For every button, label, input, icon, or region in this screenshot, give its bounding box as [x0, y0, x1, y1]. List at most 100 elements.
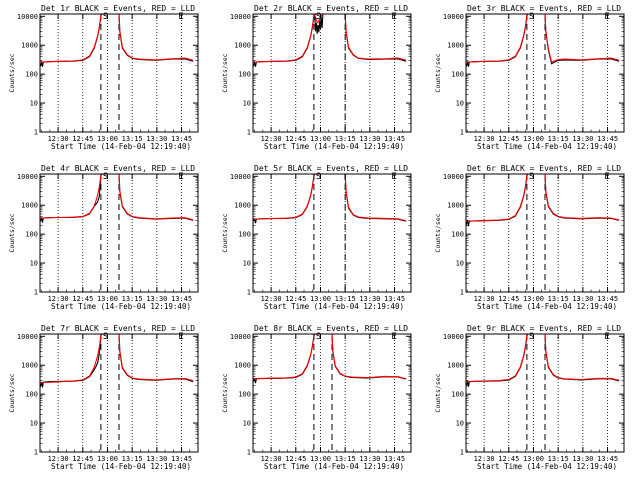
marker-label-s: S — [316, 12, 321, 22]
x-tick-label: 13:00 — [523, 455, 544, 463]
marker-label-s: S — [529, 172, 534, 182]
x-tick-label: 12:30 — [474, 295, 495, 303]
y-tick-label: 10 — [243, 420, 251, 428]
series-line-lld — [40, 14, 194, 63]
y-tick-label: 100 — [25, 71, 38, 79]
plot-frame — [465, 333, 625, 453]
y-tick-label: 1 — [34, 449, 38, 457]
y-tick-label: 10 — [30, 420, 38, 428]
y-tick-label: 10000 — [17, 333, 38, 341]
chart-panel-1: 1 10 100 1000 10000 12:30 12:45 13:00 13:15 13:30… — [8, 4, 199, 151]
plot-frame — [39, 333, 199, 453]
y-tick-label: 1000 — [21, 42, 38, 50]
series-line-lld — [466, 14, 620, 63]
plot-frame — [39, 13, 199, 133]
chart-panel-5: 1 10 100 1000 10000 12:30 12:45 13:00 13:15 13:30… — [221, 164, 412, 311]
y-tick-label: 10000 — [443, 13, 464, 21]
x-tick-label: 12:45 — [285, 455, 306, 463]
x-tick-label: 13:00 — [310, 295, 331, 303]
x-tick-label: 12:30 — [261, 135, 282, 143]
y-tick-label: 100 — [238, 231, 251, 239]
x-tick-label: 13:00 — [523, 295, 544, 303]
x-tick-label: 13:15 — [122, 135, 143, 143]
y-tick-label: 1 — [247, 129, 251, 137]
x-tick-label: 13:45 — [597, 295, 618, 303]
y-tick-label: 100 — [451, 391, 464, 399]
x-tick-label: 13:30 — [146, 135, 167, 143]
x-tick-label: 12:45 — [72, 135, 93, 143]
x-tick-label: 13:45 — [384, 295, 405, 303]
chart-title: Det 8r BLACK = Events, RED = LLD — [254, 324, 408, 333]
x-tick-label: 12:45 — [72, 455, 93, 463]
y-tick-label: 1000 — [447, 42, 464, 50]
marker-label-s: S — [103, 332, 108, 342]
x-tick-label: 12:45 — [285, 135, 306, 143]
x-tick-label: 13:45 — [597, 455, 618, 463]
y-tick-label: 1000 — [447, 202, 464, 210]
chart-title: Det 1r BLACK = Events, RED = LLD — [41, 4, 195, 13]
x-tick-label: 13:30 — [359, 295, 380, 303]
x-tick-label: 13:45 — [171, 135, 192, 143]
y-axis-label: Counts/sec — [8, 373, 16, 412]
series-line-lld — [40, 334, 194, 384]
x-tick-label: 13:15 — [122, 455, 143, 463]
x-tick-label: 13:45 — [171, 455, 192, 463]
chart-panel-9: 1 10 100 1000 10000 12:30 12:45 13:00 13:15 13:30… — [434, 324, 625, 471]
x-tick-label: 13:30 — [572, 135, 593, 143]
x-tick-label: 13:30 — [359, 455, 380, 463]
series-line-events — [40, 174, 194, 223]
x-tick-label: 13:00 — [523, 135, 544, 143]
y-tick-label: 10 — [456, 420, 464, 428]
x-tick-label: 13:00 — [97, 135, 118, 143]
y-tick-label: 10 — [456, 260, 464, 268]
x-tick-label: 13:00 — [310, 455, 331, 463]
x-axis-label: Start Time (14-Feb-04 12:19:40) — [264, 302, 404, 311]
x-tick-label: 13:15 — [122, 295, 143, 303]
marker-label-s: S — [529, 12, 534, 22]
chart-panel-7: 1 10 100 1000 10000 12:30 12:45 13:00 13:15 13:30… — [8, 324, 199, 471]
series-line-events — [253, 174, 407, 224]
y-tick-label: 1000 — [21, 202, 38, 210]
x-tick-label: 12:45 — [498, 295, 519, 303]
x-tick-label: 13:30 — [146, 295, 167, 303]
x-tick-label: 12:45 — [498, 135, 519, 143]
y-axis-label: Counts/sec — [434, 53, 442, 92]
y-tick-label: 100 — [451, 71, 464, 79]
chart-title: Det 4r BLACK = Events, RED = LLD — [41, 164, 195, 173]
x-tick-label: 13:15 — [548, 455, 569, 463]
x-axis-label: Start Time (14-Feb-04 12:19:40) — [477, 462, 617, 471]
series-line-lld — [40, 174, 194, 221]
series-line-events — [40, 334, 194, 388]
y-axis-label: Counts/sec — [434, 373, 442, 412]
y-tick-label: 1000 — [21, 362, 38, 370]
x-tick-label: 13:45 — [384, 135, 405, 143]
x-tick-label: 13:30 — [146, 455, 167, 463]
y-axis-label: Counts/sec — [221, 53, 229, 92]
x-tick-label: 12:45 — [72, 295, 93, 303]
marker-label-e: E — [391, 332, 396, 342]
chart-title: Det 9r BLACK = Events, RED = LLD — [467, 324, 621, 333]
y-tick-label: 10000 — [230, 13, 251, 21]
y-tick-label: 100 — [238, 71, 251, 79]
plot-frame — [39, 173, 199, 293]
marker-label-s: S — [103, 12, 108, 22]
x-tick-label: 13:15 — [548, 135, 569, 143]
x-tick-label: 13:30 — [572, 455, 593, 463]
x-axis-label: Start Time (14-Feb-04 12:19:40) — [51, 142, 191, 151]
y-tick-label: 1000 — [447, 362, 464, 370]
x-tick-label: 13:45 — [597, 135, 618, 143]
y-tick-label: 10 — [30, 100, 38, 108]
chart-panel-4: 1 10 100 1000 10000 12:30 12:45 13:00 13:15 13:30… — [8, 164, 199, 311]
plot-frame — [252, 333, 412, 453]
x-tick-label: 13:00 — [310, 135, 331, 143]
y-tick-label: 1000 — [234, 362, 251, 370]
chart-title: Det 6r BLACK = Events, RED = LLD — [467, 164, 621, 173]
chart-panel-2: 1 10 100 1000 10000 12:30 12:45 13:00 13:15 13:30… — [221, 4, 412, 151]
marker-label-e: E — [391, 172, 396, 182]
y-tick-label: 1 — [247, 289, 251, 297]
marker-label-s: S — [103, 172, 108, 182]
x-tick-label: 12:45 — [498, 455, 519, 463]
y-tick-label: 1 — [34, 289, 38, 297]
y-axis-label: Counts/sec — [221, 373, 229, 412]
